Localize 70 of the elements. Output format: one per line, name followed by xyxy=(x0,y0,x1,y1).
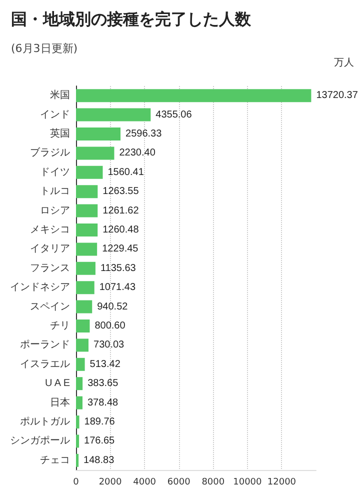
bar xyxy=(76,185,98,198)
bar xyxy=(76,320,90,332)
x-tick-label: 4000 xyxy=(133,478,156,488)
bar xyxy=(76,416,80,428)
bar xyxy=(76,224,98,236)
data-label: 800.60 xyxy=(94,320,126,332)
bar xyxy=(76,338,89,352)
y-tick-label: チェコ xyxy=(40,454,70,466)
data-label: 1261.62 xyxy=(102,205,140,216)
y-tick-label: U A E xyxy=(44,378,70,390)
y-tick-label: イタリア xyxy=(30,244,70,255)
bar xyxy=(76,146,114,160)
bar xyxy=(76,166,103,179)
y-tick-label: トルコ xyxy=(40,186,70,198)
data-label: 1135.63 xyxy=(100,262,136,274)
data-label: 4355.06 xyxy=(156,109,192,120)
data-label: 378.48 xyxy=(87,397,119,408)
bar xyxy=(76,108,151,122)
y-tick-label: 米国 xyxy=(50,89,70,102)
data-label: 148.83 xyxy=(84,454,115,466)
y-tick-label: チリ xyxy=(50,320,70,332)
bar xyxy=(76,377,83,390)
data-label: 1260.48 xyxy=(102,224,140,236)
bar xyxy=(76,434,80,448)
bar xyxy=(76,300,92,314)
data-label: 13720.37 xyxy=(316,90,358,102)
bar xyxy=(76,262,96,275)
y-tick-label: 日本 xyxy=(50,396,70,408)
bar xyxy=(76,204,98,218)
y-tick-label: シンガポール xyxy=(10,436,70,447)
data-label: 1560.41 xyxy=(108,166,144,178)
y-tick-label: フランス xyxy=(30,262,70,274)
chart-subtitle: (6月3日更新) xyxy=(11,42,78,55)
bar xyxy=(76,89,312,102)
y-tick-label: 英国 xyxy=(50,128,70,140)
y-tick-label: ブラジル xyxy=(30,146,70,159)
y-tick-label: ロシア xyxy=(40,205,70,216)
y-tick-label: ドイツ xyxy=(40,166,70,178)
bar xyxy=(76,396,82,410)
x-tick-label: 8000 xyxy=(202,478,225,488)
data-label: 730.03 xyxy=(94,340,125,351)
data-label: 1263.55 xyxy=(102,186,140,198)
data-label: 2596.33 xyxy=(126,128,162,140)
x-tick-label: 6000 xyxy=(167,478,191,488)
bar xyxy=(76,128,121,140)
data-label: 940.52 xyxy=(97,301,128,312)
y-tick-label: インドネシア xyxy=(10,282,70,294)
bar xyxy=(76,281,94,294)
bar xyxy=(76,358,85,371)
x-axis-title: 万人 xyxy=(334,58,354,68)
chart-title: 国・地域別の接種を完了した人数 xyxy=(11,10,252,28)
y-tick-label: イスラエル xyxy=(20,358,70,370)
y-tick-label: インド xyxy=(40,109,70,120)
data-label: 513.42 xyxy=(90,358,121,370)
data-label: 383.65 xyxy=(88,378,119,390)
bar xyxy=(76,242,98,256)
data-label: 2230.40 xyxy=(119,148,156,159)
x-tick-label: 10000 xyxy=(233,478,262,488)
x-tick-label: 0 xyxy=(73,478,80,488)
data-label: 1071.43 xyxy=(99,282,136,294)
data-label: 176.65 xyxy=(84,436,116,447)
y-tick-label: ポルトガル xyxy=(20,416,70,428)
x-tick-label: 2000 xyxy=(98,478,122,488)
y-tick-label: スペイン xyxy=(30,301,70,312)
data-label: 189.76 xyxy=(84,416,116,428)
x-tick-label: 12000 xyxy=(267,478,296,488)
data-label: 1229.45 xyxy=(102,244,139,255)
bar xyxy=(76,454,79,467)
y-tick-label: メキシコ xyxy=(30,224,70,236)
y-tick-label: ポーランド xyxy=(20,340,70,351)
